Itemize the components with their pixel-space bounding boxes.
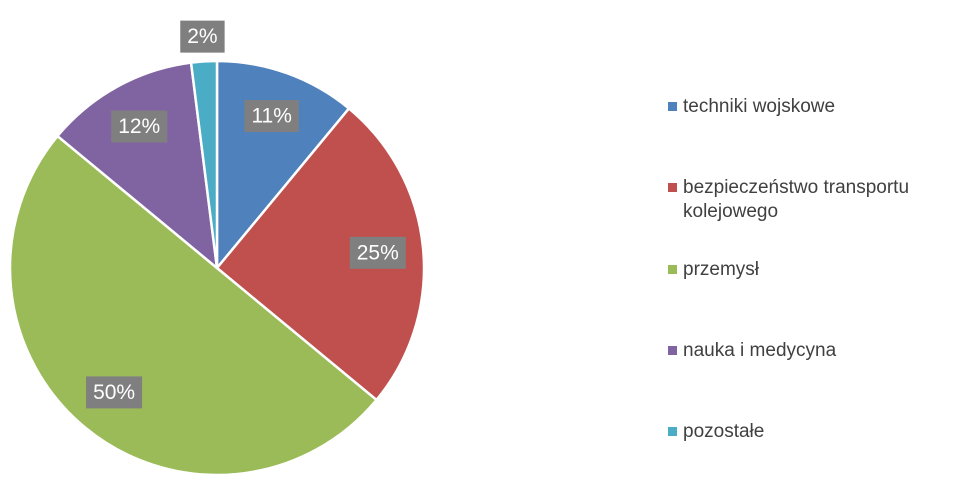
- legend-item: przemysł: [668, 258, 973, 282]
- legend-swatch: [668, 264, 677, 274]
- legend-item: bezpieczeństwo transportu kolejowego: [668, 176, 973, 224]
- legend-label: przemysł: [683, 258, 760, 280]
- data-label: 25%: [349, 236, 406, 269]
- data-label: 2%: [180, 20, 225, 53]
- pie-slice: [189, 59, 219, 269]
- data-label: 12%: [111, 110, 168, 143]
- legend-item: nauka i medycyna: [668, 339, 973, 363]
- data-label-text: 25%: [357, 241, 399, 264]
- data-label: 50%: [86, 376, 143, 409]
- data-label-box: [111, 110, 168, 143]
- legend-swatch: [668, 102, 677, 111]
- legend-swatch: [668, 427, 677, 437]
- legend-swatch: [668, 183, 677, 193]
- data-label-text: 12%: [118, 115, 160, 138]
- data-label-box: [244, 100, 299, 133]
- data-label: 11%: [244, 100, 299, 133]
- data-label-box: [86, 376, 143, 409]
- pie-slice: [55, 61, 219, 271]
- legend-item: pozostałe: [668, 420, 973, 444]
- data-label-text: 50%: [93, 381, 135, 404]
- legend-label: techniki wojskowe: [683, 96, 836, 117]
- data-label-box: [180, 20, 225, 53]
- data-label-box: [349, 236, 406, 269]
- legend-item: techniki wojskowe: [668, 95, 973, 119]
- legend-label: pozostałe: [683, 421, 765, 443]
- legend-swatch: [668, 345, 677, 355]
- data-label-text: 2%: [187, 25, 217, 48]
- data-label-text: 11%: [251, 105, 291, 128]
- legend-label: bezpieczeństwo transportu kolejowego: [683, 177, 910, 223]
- pie-slice: [215, 106, 426, 402]
- legend-label: nauka i medycyna: [683, 339, 837, 361]
